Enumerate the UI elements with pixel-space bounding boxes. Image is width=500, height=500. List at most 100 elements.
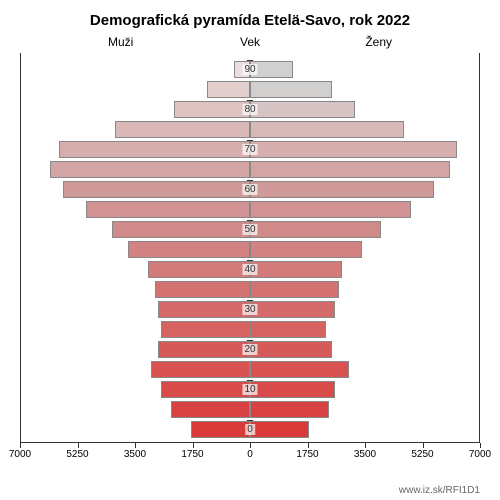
x-axis-labels: 700052503500175001750350052507000 [20, 449, 480, 463]
bar-men [86, 201, 250, 218]
bar-women [250, 281, 339, 298]
x-axis-tick-label: 0 [247, 449, 253, 460]
bar-right-wrap [250, 221, 479, 238]
bar-left-wrap [21, 181, 250, 198]
x-axis-tick-mark [365, 443, 366, 448]
bar-left-wrap [21, 301, 250, 318]
bar-row [21, 201, 479, 218]
bar-right-wrap [250, 261, 479, 278]
bar-left-wrap [21, 81, 250, 98]
bar-left-wrap [21, 261, 250, 278]
bar-row [21, 281, 479, 298]
bar-right-wrap [250, 61, 479, 78]
bar-right-wrap [250, 241, 479, 258]
bar-women [250, 261, 342, 278]
label-women: Ženy [365, 35, 392, 49]
bar-men [115, 121, 250, 138]
bar-left-wrap [21, 321, 250, 338]
y-axis-tick-mark [247, 300, 253, 301]
bar-right-wrap [250, 281, 479, 298]
bar-right-wrap [250, 301, 479, 318]
bar-men [112, 221, 250, 238]
bar-left-wrap [21, 221, 250, 238]
pyramid-chart-container: Demografická pyramída Etelä-Savo, rok 20… [0, 0, 500, 500]
x-axis-tick-mark [193, 443, 194, 448]
x-axis-tick-mark [135, 443, 136, 448]
bar-men [155, 281, 250, 298]
bar-women [250, 321, 326, 338]
bar-men [158, 301, 250, 318]
bar-row [21, 301, 479, 318]
y-axis-tick-mark [247, 220, 253, 221]
bar-left-wrap [21, 241, 250, 258]
bar-left-wrap [21, 341, 250, 358]
y-axis-tick-mark [247, 100, 253, 101]
bar-men [191, 421, 250, 438]
y-axis-tick-mark [247, 420, 253, 421]
bar-men [128, 241, 250, 258]
x-axis-tick-label: 5250 [66, 449, 88, 460]
bar-right-wrap [250, 181, 479, 198]
bar-women [250, 301, 335, 318]
header-labels: Muži Vek Ženy [20, 35, 480, 53]
bar-row [21, 161, 479, 178]
bar-row [21, 261, 479, 278]
bar-right-wrap [250, 421, 479, 438]
bar-right-wrap [250, 321, 479, 338]
label-men: Muži [108, 35, 133, 49]
bar-left-wrap [21, 201, 250, 218]
y-axis-tick-mark [247, 140, 253, 141]
bar-row [21, 421, 479, 438]
bar-row [21, 221, 479, 238]
bar-men [148, 261, 250, 278]
y-axis-tick-mark [247, 380, 253, 381]
bar-left-wrap [21, 361, 250, 378]
bar-men [158, 341, 250, 358]
bar-row [21, 401, 479, 418]
x-axis-tick-label: 3500 [354, 449, 376, 460]
bar-left-wrap [21, 381, 250, 398]
bar-left-wrap [21, 421, 250, 438]
bar-women [250, 81, 332, 98]
bar-women [250, 421, 309, 438]
x-axis-tick-label: 3500 [124, 449, 146, 460]
bar-right-wrap [250, 401, 479, 418]
bar-row [21, 181, 479, 198]
bar-women [250, 341, 332, 358]
x-axis-tick-mark [20, 443, 21, 448]
watermark: www.iz.sk/RFI1D1 [399, 485, 480, 496]
x-axis-tick-label: 1750 [181, 449, 203, 460]
bar-women [250, 361, 349, 378]
bar-left-wrap [21, 281, 250, 298]
bar-men [207, 81, 250, 98]
bar-row [21, 61, 479, 78]
x-axis-tick-label: 7000 [469, 449, 491, 460]
bar-men [50, 161, 250, 178]
bar-left-wrap [21, 161, 250, 178]
bar-left-wrap [21, 141, 250, 158]
bar-right-wrap [250, 121, 479, 138]
bar-men [174, 101, 250, 118]
bar-right-wrap [250, 361, 479, 378]
y-axis-tick-mark [247, 260, 253, 261]
bar-right-wrap [250, 161, 479, 178]
bar-women [250, 141, 457, 158]
bar-men [171, 401, 250, 418]
bar-left-wrap [21, 61, 250, 78]
bar-women [250, 221, 381, 238]
bar-women [250, 381, 335, 398]
y-axis-tick-mark [247, 60, 253, 61]
bar-women [250, 101, 355, 118]
bar-women [250, 161, 450, 178]
bar-row [21, 121, 479, 138]
y-axis-tick-mark [247, 340, 253, 341]
x-axis-tick-label: 1750 [296, 449, 318, 460]
x-axis-tick-mark [308, 443, 309, 448]
bar-right-wrap [250, 141, 479, 158]
bar-left-wrap [21, 101, 250, 118]
bar-left-wrap [21, 401, 250, 418]
bar-row [21, 141, 479, 158]
chart-area: 0102030405060708090 [20, 53, 480, 443]
bar-women [250, 201, 411, 218]
x-axis-tick-label: 7000 [9, 449, 31, 460]
